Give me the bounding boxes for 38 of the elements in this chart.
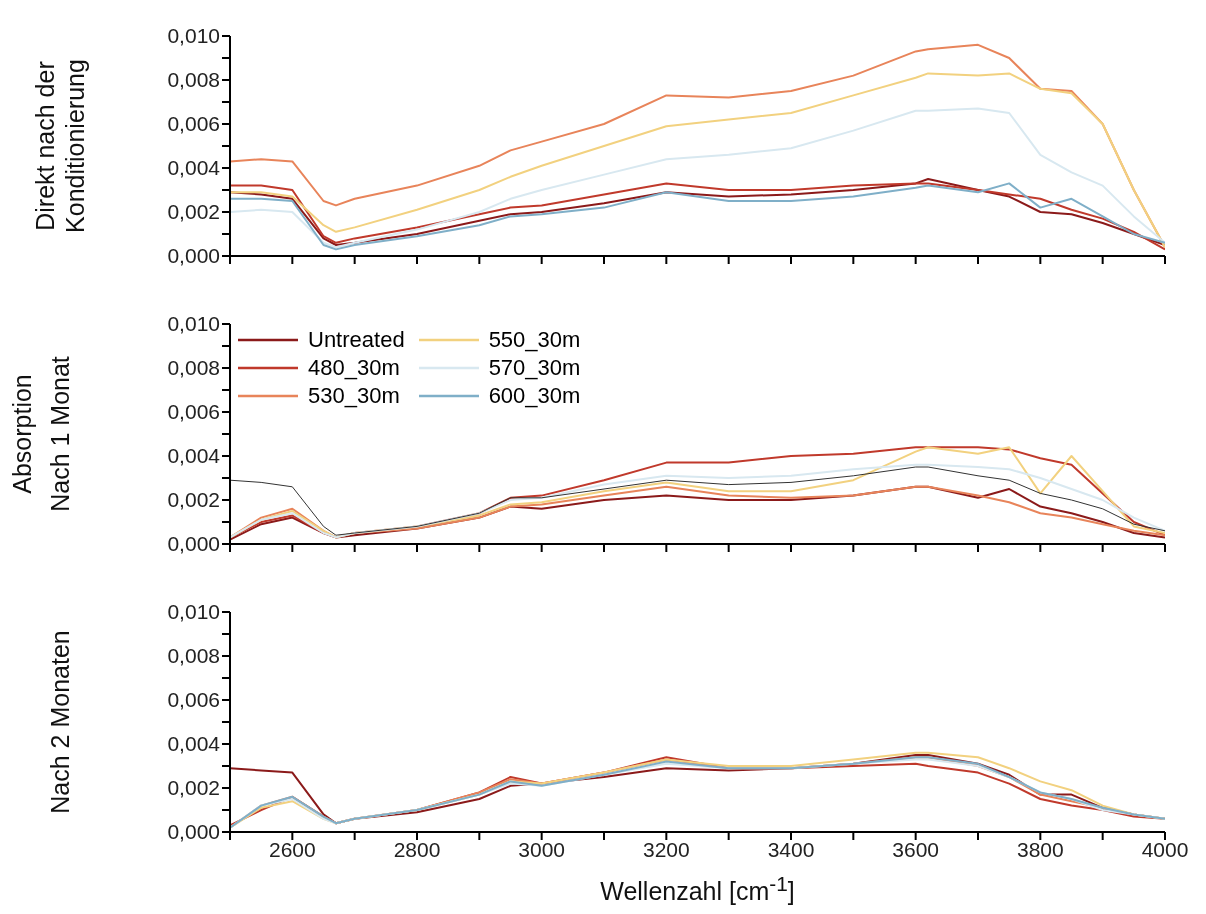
y-tick-label: 0,004 — [167, 156, 221, 180]
x-axis-title: Wellenzahl [cm$^{-1}$] — [599, 872, 796, 907]
y-tick-label: 0,006 — [167, 112, 220, 136]
y-axis-title: Nach 1 Monat — [45, 355, 75, 514]
y-tick-label: 0,000 — [167, 820, 220, 844]
x-tick-label: 2800 — [393, 837, 441, 861]
legend-label: 550_30m — [488, 327, 581, 353]
y-tick-label: 0,010 — [167, 312, 220, 336]
y-tick-label: 0,004 — [167, 444, 221, 468]
y-tick-label: 0,002 — [167, 776, 220, 800]
y-tick-label: 0,004 — [167, 732, 221, 756]
y-axis-title: Nach 2 Monaten — [45, 629, 75, 816]
y-tick-label: 0,008 — [167, 644, 220, 668]
x-tick-label: 3000 — [518, 837, 566, 861]
x-tick-label: 3200 — [642, 837, 690, 861]
y-axis-title: Direkt nach der Konditionierung — [30, 58, 90, 235]
line-series — [230, 107, 1165, 249]
text: Absorption — [7, 374, 37, 494]
legend-label: 570_30m — [488, 355, 581, 381]
y-tick-label: 0,002 — [167, 200, 220, 224]
y-tick-label: 0,006 — [167, 400, 220, 424]
y-tick-label: 0,006 — [167, 688, 220, 712]
legend-label: 480_30m — [308, 355, 400, 381]
y-tick-label: 0,002 — [167, 488, 220, 512]
x-tick-label: 3600 — [892, 837, 940, 861]
x-tick-label: 3400 — [767, 837, 815, 861]
y-tick-label: 0,010 — [167, 24, 220, 48]
x-tick-label: 2600 — [268, 837, 316, 861]
legend-label: Untreated — [308, 327, 405, 353]
x-tick-label: 4000 — [1141, 837, 1189, 861]
y-tick-label: 0,008 — [167, 356, 220, 380]
y-tick-label: 0,000 — [167, 532, 220, 556]
legend-label: 530_30m — [308, 383, 400, 409]
y-tick-label: 0,008 — [167, 68, 220, 92]
y-tick-label: 0,000 — [167, 244, 220, 268]
y-tick-label: 0,010 — [167, 600, 220, 624]
legend-label: 600_30m — [488, 383, 581, 409]
x-tick-label: 3800 — [1016, 837, 1064, 861]
